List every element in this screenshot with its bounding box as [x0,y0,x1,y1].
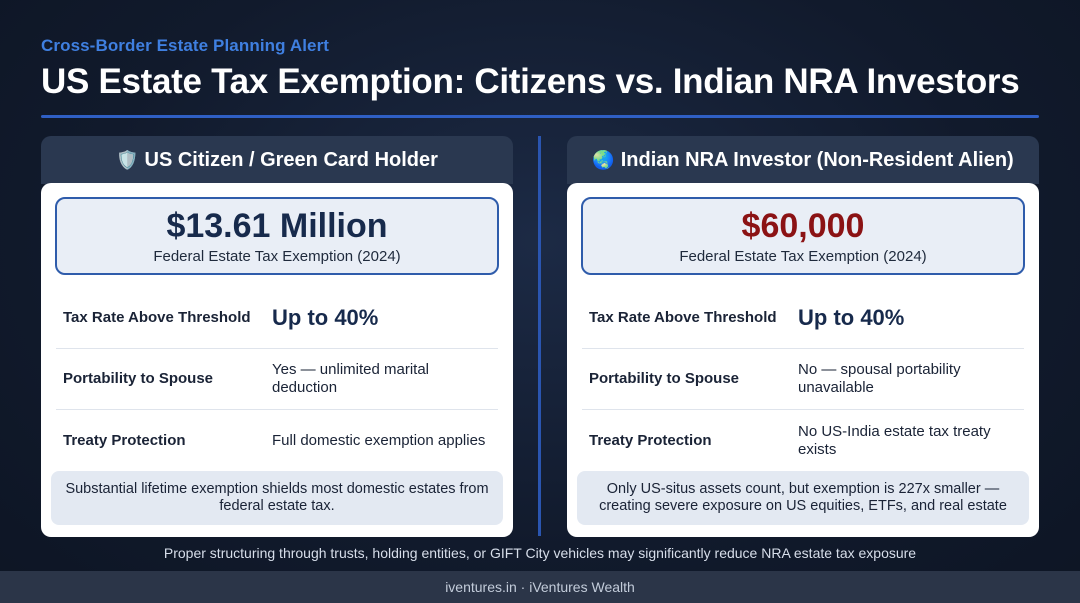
detail-label: Treaty Protection [589,431,712,449]
detail-label: Tax Rate Above Threshold [63,309,251,326]
detail-value: No US-India estate tax treaty exists [798,422,991,458]
detail-value: Full domestic exemption applies [272,431,486,449]
detail-value: Up to 40% [272,305,379,330]
nra-panel-title: Indian NRA Investor (Non-Resident Alien) [620,148,1014,171]
panel-divider [538,136,541,536]
citizen-details: Tax Rate Above Threshold Up to 40% Porta… [56,288,498,471]
nra-exemption-label: Federal Estate Tax Exemption (2024) [679,248,927,265]
citizen-exemption-label: Federal Estate Tax Exemption (2024) [153,248,401,265]
nra-panel: 🌏 Indian NRA Investor (Non-Resident Alie… [567,136,1039,537]
citizen-exemption-value: $13.61 Million [166,207,388,245]
nra-card: $60,000 Federal Estate Tax Exemption (20… [567,183,1039,537]
header: Cross-Border Estate Planning Alert US Es… [41,36,1041,102]
shield-icon: 🛡️ [116,149,139,170]
detail-row: Tax Rate Above Threshold Up to 40% [56,288,498,349]
detail-label: Treaty Protection [63,431,186,449]
page-title: US Estate Tax Exemption: Citizens vs. In… [41,62,1020,101]
citizen-panel: 🛡️ US Citizen / Green Card Holder $13.61… [41,136,513,537]
globe-icon: 🌏 [592,149,615,170]
nra-note: Only US-situs assets count, but exemptio… [577,471,1029,525]
title-rule [41,115,1039,118]
detail-row: Portability to Spouse No — spousal porta… [582,349,1024,410]
detail-value: No — spousal portability unavailable [798,361,961,396]
citizen-note: Substantial lifetime exemption shields m… [51,471,503,525]
nra-details: Tax Rate Above Threshold Up to 40% Porta… [582,288,1024,471]
detail-row: Tax Rate Above Threshold Up to 40% [582,288,1024,349]
detail-label: Portability to Spouse [63,370,214,387]
citizen-exemption-box: $13.61 Million Federal Estate Tax Exempt… [55,197,499,275]
detail-row: Treaty Protection Full domestic exemptio… [56,410,498,471]
nra-panel-header: 🌏 Indian NRA Investor (Non-Resident Alie… [567,136,1039,184]
detail-row: Treaty Protection No US-India estate tax… [582,410,1024,471]
citizen-panel-title: US Citizen / Green Card Holder [144,148,438,171]
footnote: Proper structuring through trusts, holdi… [163,545,917,561]
eyebrow: Cross-Border Estate Planning Alert [41,36,330,55]
nra-exemption-box: $60,000 Federal Estate Tax Exemption (20… [581,197,1025,275]
detail-row: Portability to Spouse Yes — unlimited ma… [56,349,498,410]
footer-bar: iventures.in · iVentures Wealth [0,571,1080,603]
nra-exemption-value: $60,000 [741,207,865,245]
detail-label: Portability to Spouse [589,370,740,387]
detail-value: Up to 40% [798,305,905,330]
detail-label: Tax Rate Above Threshold [589,309,777,326]
detail-value: Yes — unlimited marital deduction [272,361,430,396]
footer-brand: iventures.in · iVentures Wealth [445,579,635,595]
citizen-panel-header: 🛡️ US Citizen / Green Card Holder [41,136,513,184]
citizen-card: $13.61 Million Federal Estate Tax Exempt… [41,183,513,537]
